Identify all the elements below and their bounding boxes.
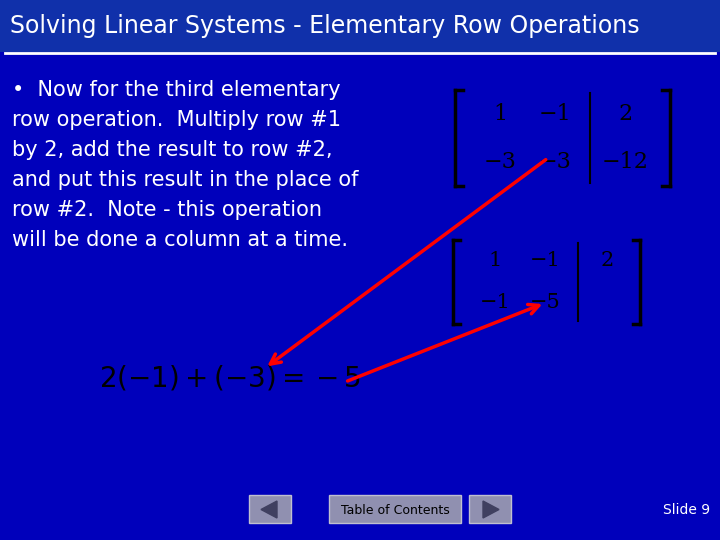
FancyBboxPatch shape	[469, 495, 511, 523]
Text: Table of Contents: Table of Contents	[341, 503, 449, 516]
Text: −3: −3	[484, 151, 516, 173]
Text: −12: −12	[602, 151, 649, 173]
Text: •  Now for the third elementary: • Now for the third elementary	[12, 80, 341, 100]
Text: and put this result in the place of: and put this result in the place of	[12, 170, 359, 190]
Text: −1: −1	[539, 103, 572, 125]
Text: row #2.  Note - this operation: row #2. Note - this operation	[12, 200, 322, 220]
Text: 1: 1	[493, 103, 507, 125]
Text: −5: −5	[530, 294, 560, 313]
FancyBboxPatch shape	[0, 0, 720, 52]
FancyBboxPatch shape	[329, 495, 461, 523]
Text: 2: 2	[600, 252, 613, 271]
Polygon shape	[483, 501, 499, 518]
Text: −1: −1	[530, 252, 560, 271]
Text: by 2, add the result to row #2,: by 2, add the result to row #2,	[12, 140, 333, 160]
FancyBboxPatch shape	[249, 495, 291, 523]
Text: 2: 2	[618, 103, 632, 125]
Polygon shape	[261, 501, 277, 518]
Text: 1: 1	[488, 252, 502, 271]
Text: Slide 9: Slide 9	[663, 503, 710, 517]
Text: will be done a column at a time.: will be done a column at a time.	[12, 230, 348, 250]
Text: Solving Linear Systems - Elementary Row Operations: Solving Linear Systems - Elementary Row …	[10, 14, 639, 38]
Text: $2(-1)+(-3)=-5$: $2(-1)+(-3)=-5$	[99, 363, 361, 393]
Text: −3: −3	[539, 151, 572, 173]
Text: row operation.  Multiply row #1: row operation. Multiply row #1	[12, 110, 341, 130]
Text: −1: −1	[480, 294, 510, 313]
